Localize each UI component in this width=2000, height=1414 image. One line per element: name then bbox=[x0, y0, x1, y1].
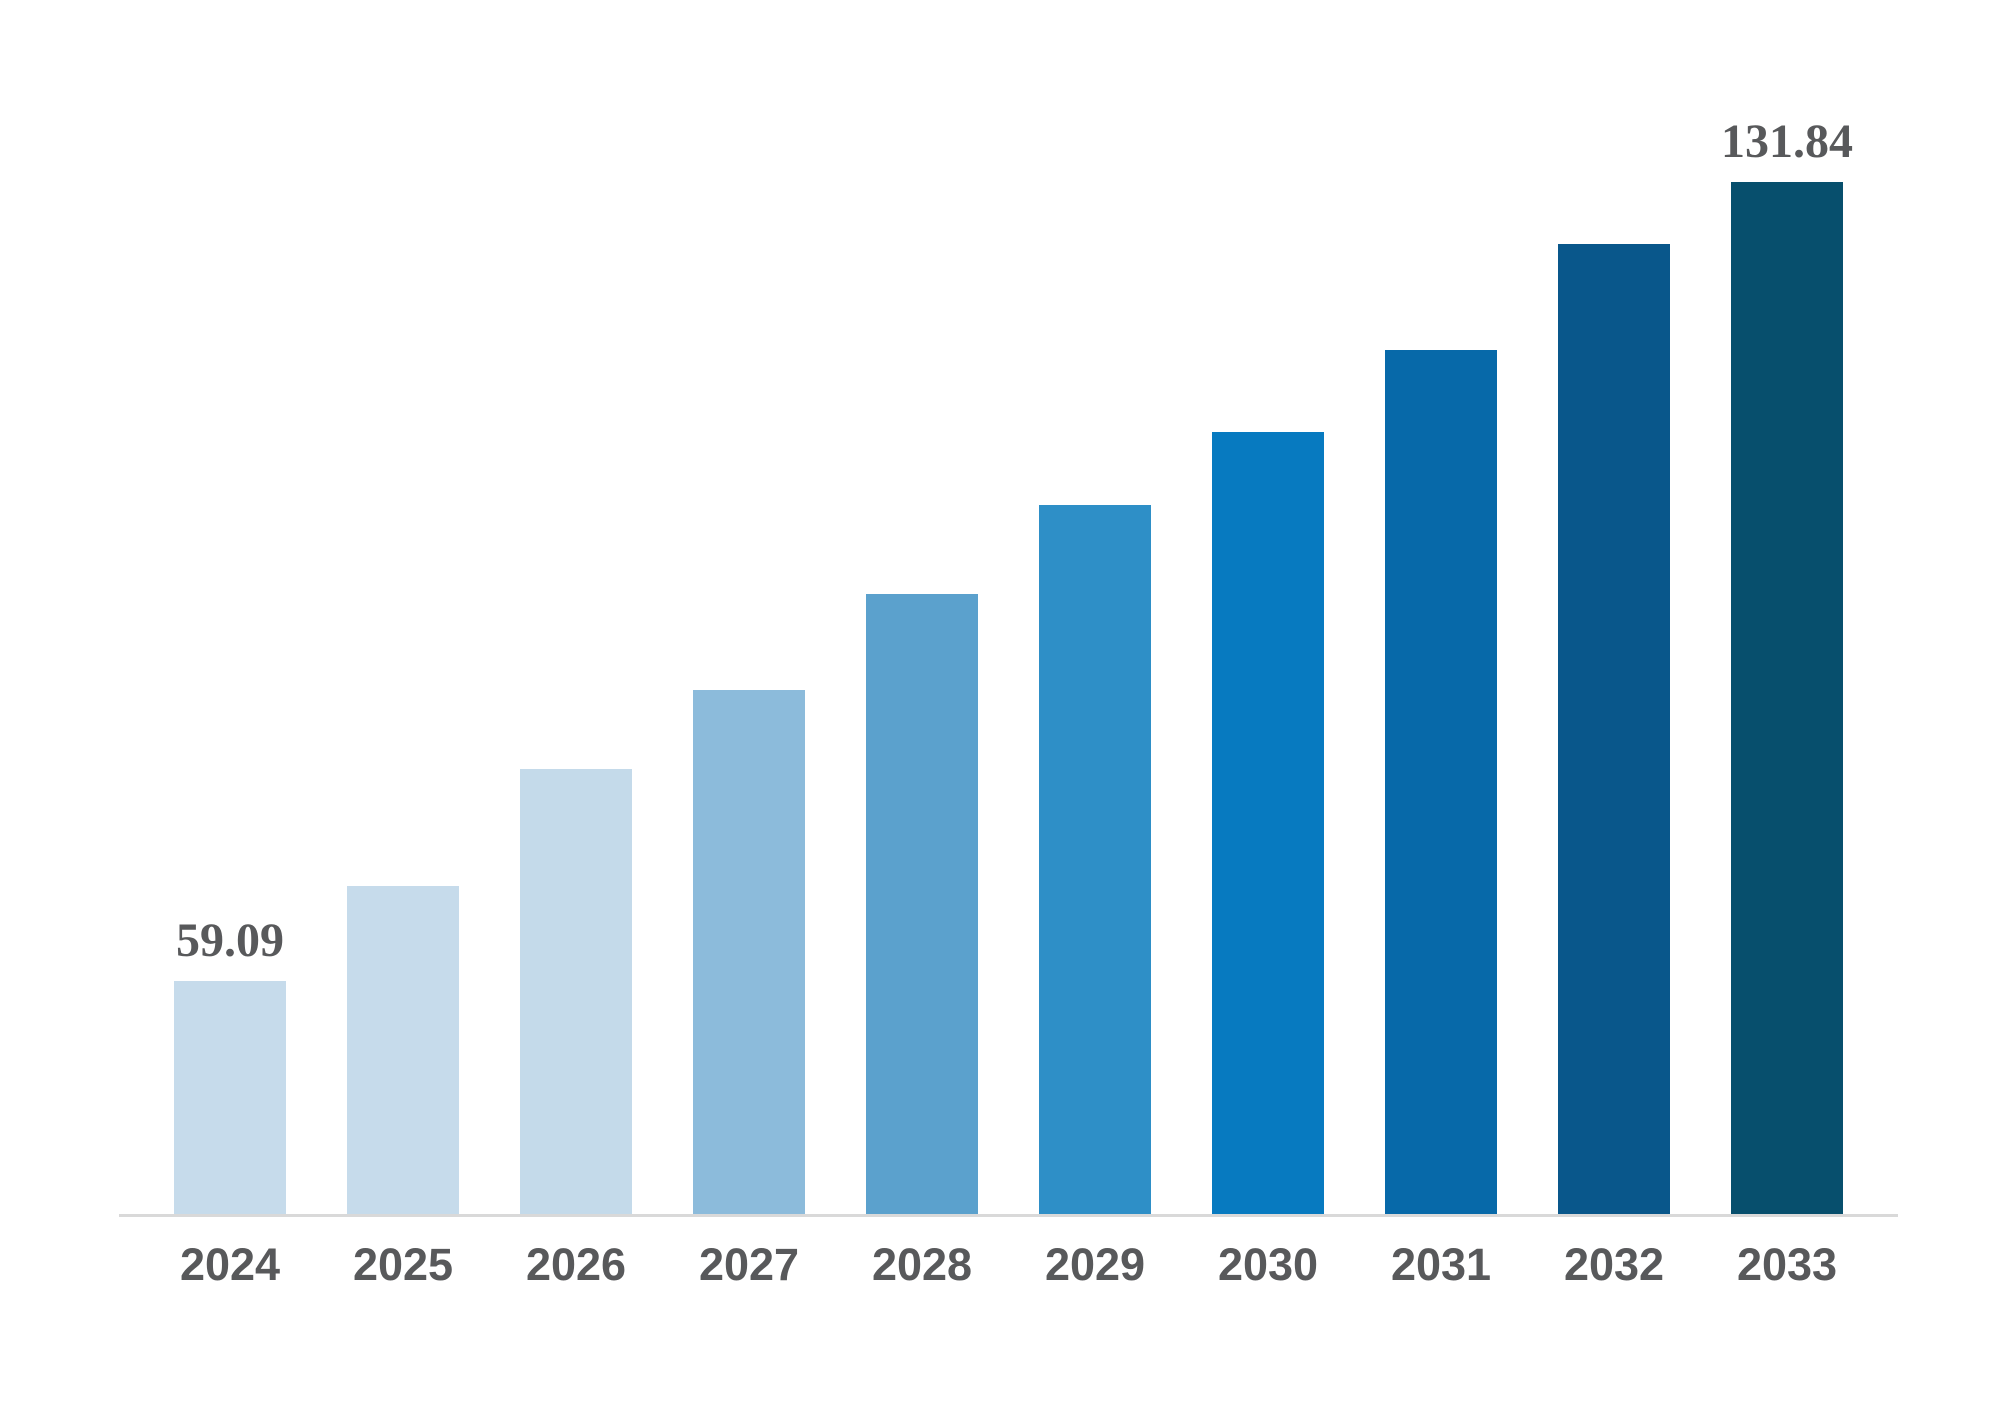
bar-2027 bbox=[693, 690, 805, 1214]
bar-cell bbox=[347, 0, 459, 1214]
x-axis-label: 2032 bbox=[1563, 1239, 1665, 1290]
x-axis-label: 2029 bbox=[1044, 1239, 1146, 1290]
bar-cell bbox=[1385, 0, 1497, 1214]
x-axis-label: 2027 bbox=[698, 1239, 800, 1290]
x-axis-label: 2031 bbox=[1390, 1239, 1492, 1290]
bars-row: 59.09 131.84 bbox=[119, 0, 1898, 1214]
x-axis-line bbox=[119, 1214, 1898, 1217]
bar-cell bbox=[866, 0, 978, 1214]
bar-cell bbox=[693, 0, 805, 1214]
bar-2031 bbox=[1385, 350, 1497, 1214]
bar-2033 bbox=[1731, 182, 1843, 1214]
bar-2030 bbox=[1212, 432, 1324, 1214]
bar-2026 bbox=[520, 769, 632, 1214]
bar-cell: 131.84 bbox=[1721, 0, 1853, 1214]
bar-cell bbox=[1558, 0, 1670, 1214]
bar-cell bbox=[1212, 0, 1324, 1214]
bar-2028 bbox=[866, 594, 978, 1214]
x-axis-label: 2033 bbox=[1736, 1239, 1838, 1290]
x-axis-labels: 2024 2025 2026 2027 2028 2029 2030 2031 2032 2033 bbox=[119, 1240, 1898, 1290]
x-axis-label: 2026 bbox=[525, 1239, 627, 1290]
x-axis-label: 2025 bbox=[352, 1239, 454, 1290]
bar-2024 bbox=[174, 981, 286, 1214]
bar-2025 bbox=[347, 886, 459, 1214]
bar-cell bbox=[520, 0, 632, 1214]
bar-cell: 59.09 bbox=[174, 0, 286, 1214]
bar-cell bbox=[1039, 0, 1151, 1214]
x-axis-label: 2028 bbox=[871, 1239, 973, 1290]
bar-value-label: 59.09 bbox=[176, 914, 284, 967]
x-axis-label: 2024 bbox=[179, 1239, 281, 1290]
bar-value-label: 131.84 bbox=[1721, 115, 1853, 168]
x-axis-label: 2030 bbox=[1217, 1239, 1319, 1290]
bar-2032 bbox=[1558, 244, 1670, 1214]
bar-2029 bbox=[1039, 505, 1151, 1214]
